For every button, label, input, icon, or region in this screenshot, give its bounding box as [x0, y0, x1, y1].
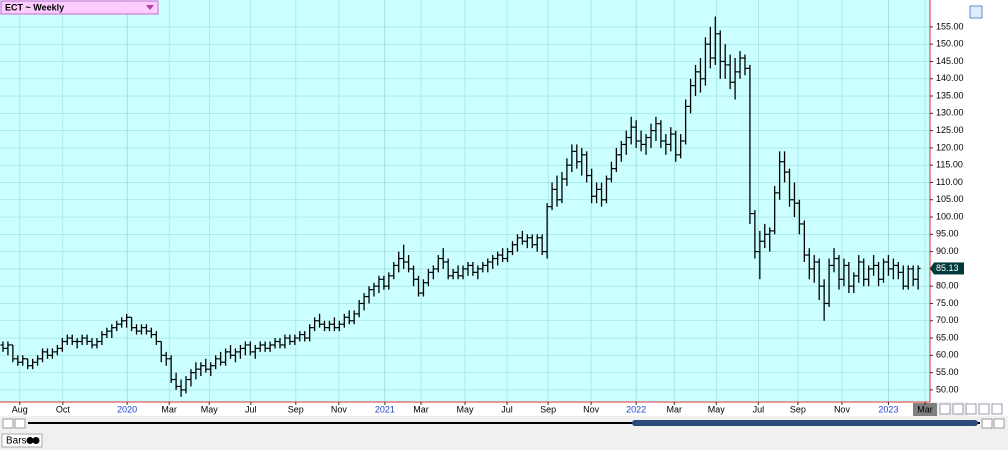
y-tick-label: 120.00 [936, 142, 964, 152]
x-tick-label: 2020 [117, 404, 137, 414]
y-tick-label: 80.00 [936, 281, 959, 291]
y-tick-label: 130.00 [936, 108, 964, 118]
y-tick-label: 100.00 [936, 211, 964, 221]
tool-button[interactable] [965, 403, 977, 415]
y-tick-label: 90.00 [936, 246, 959, 256]
x-tick-label: 2022 [626, 404, 646, 414]
tab-label: Bars [6, 436, 27, 447]
last-price-pointer [930, 262, 934, 275]
x-tick-label: Jul [753, 404, 765, 414]
y-tick-label: 50.00 [936, 384, 959, 394]
x-tick-label: Mar [667, 404, 683, 414]
x-tick-label: Mar [161, 404, 177, 414]
scroll-button[interactable] [993, 418, 1005, 429]
x-tick-label: Sep [288, 404, 304, 414]
x-tick-label: 2023 [878, 404, 898, 414]
scroll-button[interactable] [14, 418, 26, 429]
y-tick-label: 75.00 [936, 298, 959, 308]
scroll-button[interactable] [981, 418, 993, 429]
x-tick-label: Mar [917, 404, 933, 414]
x-tick-label: 2021 [375, 404, 395, 414]
y-tick-label: 95.00 [936, 229, 959, 239]
y-tick-label: 150.00 [936, 39, 964, 49]
x-tick-label: Sep [540, 404, 556, 414]
symbol-box[interactable] [0, 0, 159, 15]
toolbar [0, 432, 1008, 450]
y-tick-label: 135.00 [936, 90, 964, 100]
y-tick-label: 105.00 [936, 194, 964, 204]
x-tick-label: May [456, 404, 474, 414]
x-tick-label: Nov [331, 404, 348, 414]
x-tick-label: Aug [12, 404, 28, 414]
scroll-thumb[interactable] [632, 420, 978, 426]
x-tick-label: May [708, 404, 726, 414]
x-tick-label: Nov [583, 404, 600, 414]
tool-button[interactable] [952, 403, 964, 415]
y-tick-label: 125.00 [936, 125, 964, 135]
price-axis [930, 0, 968, 402]
grid [0, 0, 930, 402]
tool-button[interactable] [939, 403, 951, 415]
tab[interactable] [1, 433, 43, 448]
last-price-box [934, 262, 964, 275]
x-tick-label: Jul [245, 404, 257, 414]
y-tick-label: 115.00 [936, 160, 963, 170]
x-tick-label: Jul [501, 404, 513, 414]
last-price-label: 85.13 [936, 263, 959, 273]
scroll-button[interactable] [2, 418, 14, 429]
y-tick-label: 145.00 [936, 56, 964, 66]
y-tick-label: 140.00 [936, 73, 964, 83]
y-tick-label: 110.00 [936, 177, 963, 187]
side-panel [968, 0, 1008, 416]
bars [0, 16, 921, 397]
x-tick-label: Oct [56, 404, 71, 414]
y-tick-label: 60.00 [936, 350, 959, 360]
tab-icon [32, 437, 40, 444]
dropdown-arrow[interactable] [146, 5, 154, 10]
y-tick-label: 70.00 [936, 315, 959, 325]
chart-title: ECT ~ Weekly [5, 2, 64, 12]
x-tick-label: Nov [834, 404, 851, 414]
icon[interactable] [969, 5, 983, 19]
y-tick-label: 55.00 [936, 367, 959, 377]
y-tick-label: 65.00 [936, 332, 959, 342]
tab-icon [26, 437, 34, 444]
current-period [913, 403, 937, 416]
x-tick-label: Sep [790, 404, 806, 414]
tool-button[interactable] [991, 403, 1003, 415]
time-axis [0, 402, 930, 416]
x-tick-label: May [201, 404, 219, 414]
x-tick-label: Mar [413, 404, 429, 414]
tool-button[interactable] [978, 403, 990, 415]
y-tick-label: 155.00 [936, 21, 964, 31]
